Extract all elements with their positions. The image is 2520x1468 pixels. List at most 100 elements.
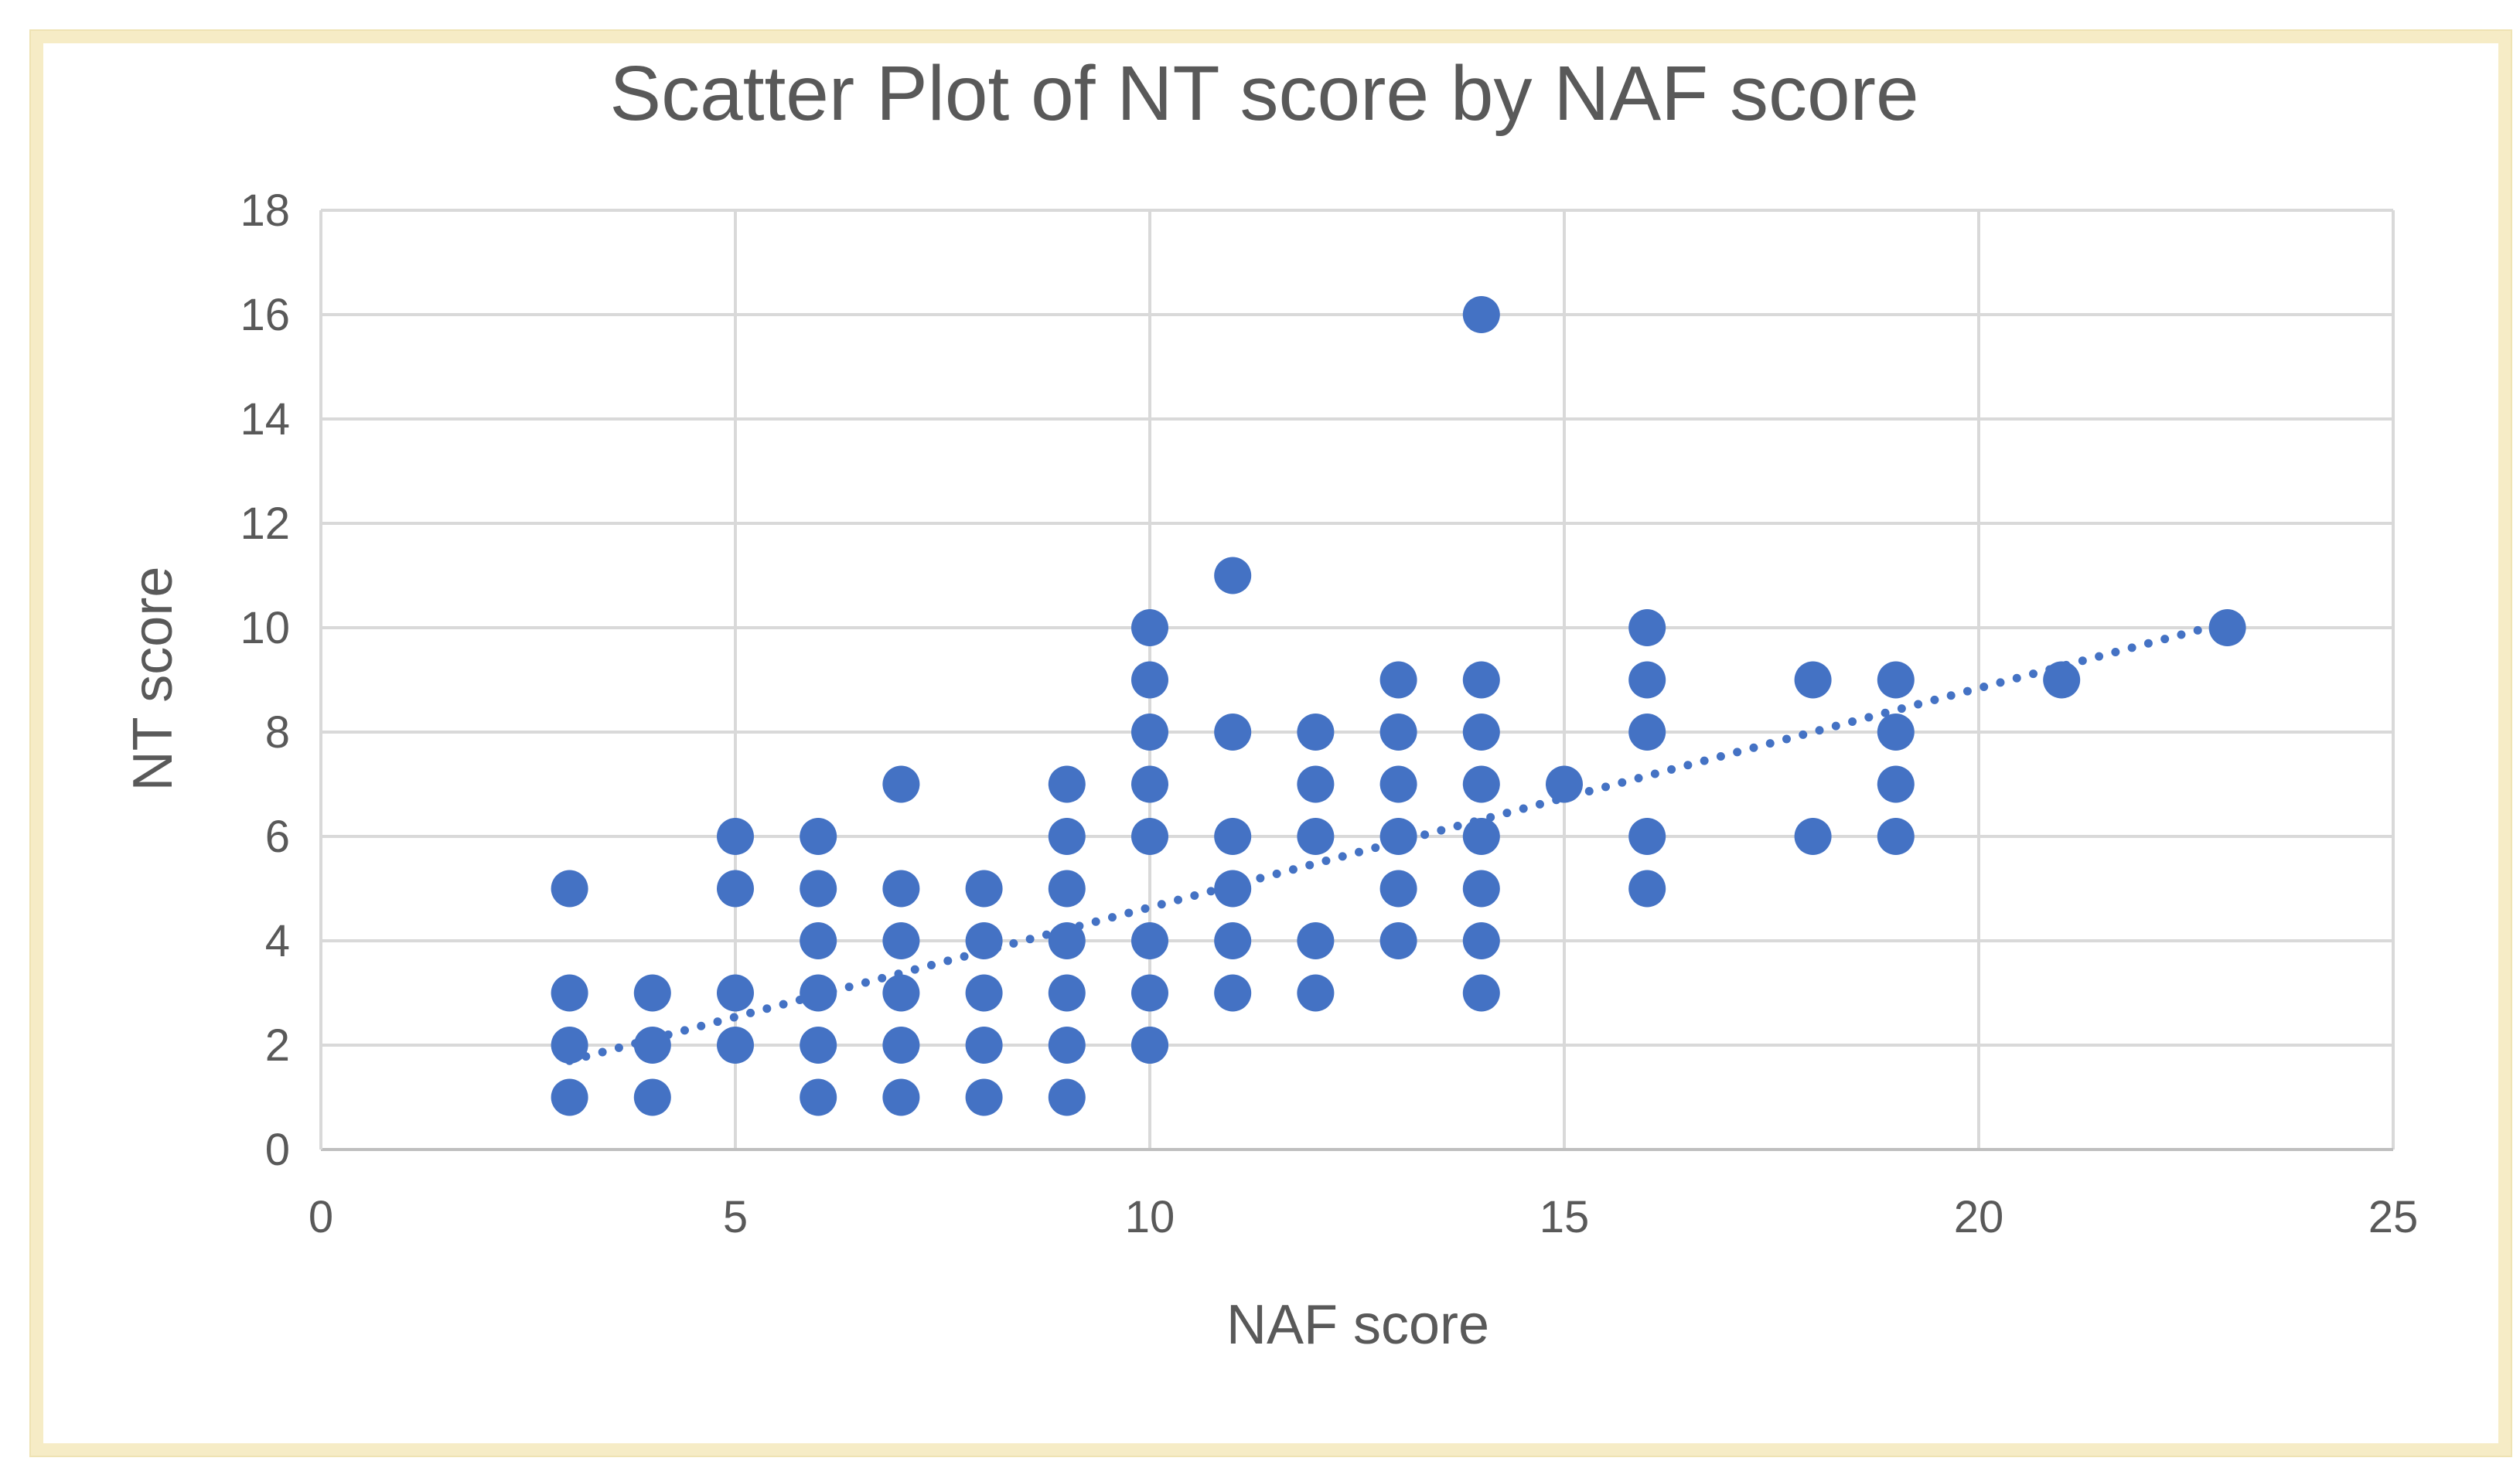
data-point [1877,765,1915,803]
data-point [551,870,588,908]
data-point [1214,974,1252,1012]
data-point [551,974,588,1012]
data-point [1546,765,1583,803]
data-point [1048,1078,1086,1116]
data-point [1877,661,1915,699]
data-point [1379,714,1417,751]
data-point [1794,661,1832,699]
x-tick-label: 0 [309,1192,333,1242]
grid-lines [321,209,2395,1150]
chart-frame [31,31,2511,1456]
data-point [1131,974,1168,1012]
data-point [965,922,1003,959]
data-point [1379,661,1417,699]
data-point [1877,714,1915,751]
data-point [882,870,920,908]
data-point [800,818,837,855]
data-point [1628,870,1666,908]
data-point [1297,922,1335,959]
data-point [800,974,837,1012]
data-point [1131,818,1168,855]
data-point [1297,765,1335,803]
data-point [717,1027,754,1064]
data-point [1214,870,1252,908]
data-point [1462,870,1500,908]
y-tick-label: 14 [240,394,290,444]
y-tick-label: 2 [265,1020,290,1071]
data-point [800,922,837,959]
data-point [717,818,754,855]
data-point [965,870,1003,908]
data-point [800,1027,837,1064]
data-point [1048,765,1086,803]
data-point [1462,661,1500,699]
data-point [800,1078,837,1116]
data-point [1214,714,1252,751]
data-point [1214,557,1252,594]
data-point [1379,922,1417,959]
data-point [551,1027,588,1064]
data-point [1131,609,1168,646]
data-point [1297,714,1335,751]
trendline [565,618,2232,1065]
data-point [965,1078,1003,1116]
data-point [1462,922,1500,959]
data-point [882,1078,920,1116]
y-tick-label: 12 [240,499,290,549]
data-point [1462,818,1500,855]
data-point [633,1027,671,1064]
data-point [882,765,920,803]
data-point [1131,1027,1168,1064]
y-tick-label: 8 [265,707,290,758]
data-point [1048,870,1086,908]
data-point [1048,1027,1086,1064]
data-point [1048,818,1086,855]
data-point [882,1027,920,1064]
data-point [1877,818,1915,855]
data-point [1297,974,1335,1012]
data-point [800,870,837,908]
axes [319,210,2393,1151]
data-point [2043,661,2081,699]
data-point [1131,765,1168,803]
data-point [1628,714,1666,751]
chart-title: Scatter Plot of NT score by NAF score [609,50,1918,137]
data-point [882,974,920,1012]
data-point [1462,714,1500,751]
x-tick-label: 25 [2368,1192,2419,1242]
y-tick-label: 10 [240,603,290,653]
data-point [1462,296,1500,333]
y-axis-title: NT score [122,567,184,792]
data-point [1462,765,1500,803]
x-tick-label: 15 [1540,1192,1590,1242]
data-point [1794,818,1832,855]
data-point [1379,818,1417,855]
data-point [1379,765,1417,803]
data-point [1297,818,1335,855]
data-point [633,1078,671,1116]
y-tick-label: 16 [240,290,290,340]
data-point [717,870,754,908]
data-point [1214,818,1252,855]
data-point [1628,609,1666,646]
data-point [633,974,671,1012]
data-point [1131,922,1168,959]
trendline-group [565,618,2232,1065]
data-point [1048,974,1086,1012]
data-point [551,1078,588,1116]
x-tick-label: 5 [723,1192,748,1242]
y-tick-label: 0 [265,1125,290,1175]
data-point [1379,870,1417,908]
x-tick-label: 20 [1954,1192,2004,1242]
data-point [1131,714,1168,751]
y-tick-label: 4 [265,916,290,966]
y-tick-label: 6 [265,812,290,862]
data-point [1048,922,1086,959]
data-point [2208,609,2246,646]
tick-labels: 0 2 4 6 8 10 12 14 16 18 0 5 10 15 20 25 [240,186,2418,1242]
data-point [1214,922,1252,959]
data-point [1628,661,1666,699]
x-axis-title: NAF score [1226,1294,1489,1356]
data-point [965,1027,1003,1064]
